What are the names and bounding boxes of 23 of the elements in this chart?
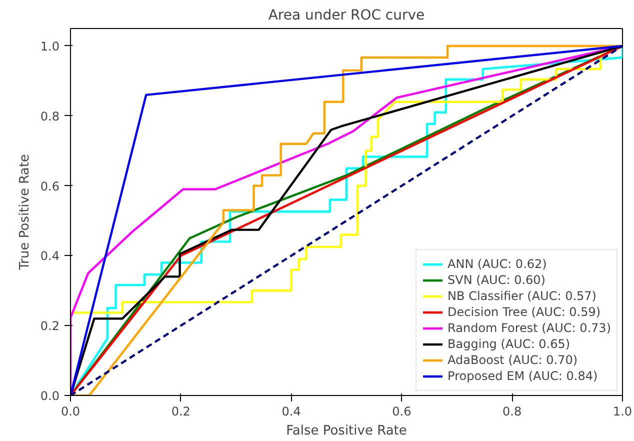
y-tick-label: 1.0 [40, 39, 60, 54]
x-tick-label: 0.8 [502, 404, 522, 418]
x-tick-label: 0.6 [392, 404, 412, 418]
legend-label: NB Classifier (AUC: 0.57) [448, 288, 596, 304]
legend-label: ANN (AUC: 0.62) [448, 256, 547, 272]
y-tick-label: 0.8 [40, 109, 60, 124]
x-tick-label: 1.0 [612, 404, 632, 418]
legend-label: Decision Tree (AUC: 0.59) [448, 304, 601, 320]
y-tick-label: 0.6 [40, 179, 60, 194]
y-axis-title: True Positive Rate [17, 154, 32, 271]
x-tick-label: 0.4 [282, 404, 301, 418]
x-axis-title: False Positive Rate [286, 424, 407, 438]
chart-title: Area under ROC curve [268, 8, 425, 24]
y-tick-label: 0.4 [40, 249, 60, 264]
legend-label: Bagging (AUC: 0.65) [448, 336, 570, 352]
y-tick-label: 0.2 [40, 319, 60, 334]
y-tick-label: 0.0 [40, 389, 60, 403]
legend-label: Proposed EM (AUC: 0.84) [448, 368, 598, 384]
legend-label: Random Forest (AUC: 0.73) [448, 320, 611, 336]
legend-label: SVN (AUC: 0.60) [448, 272, 546, 288]
x-tick-label: 0.0 [60, 404, 80, 418]
x-tick-label: 0.2 [171, 404, 190, 418]
legend-label: AdaBoost (AUC: 0.70) [448, 352, 578, 368]
